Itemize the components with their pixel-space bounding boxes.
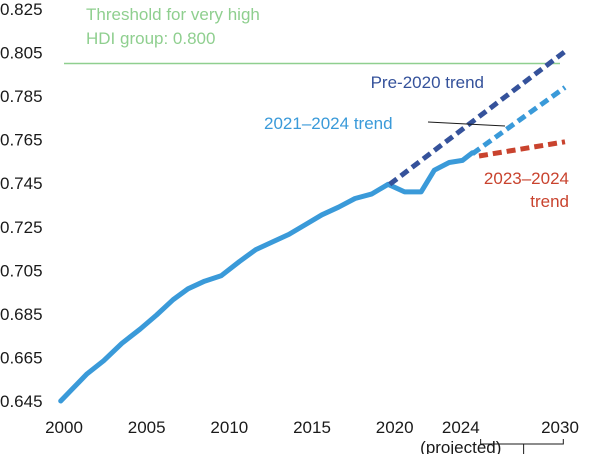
y-tick-label: 0.645 [0, 392, 43, 411]
2023-2024-trend-label-line-2: trend [530, 192, 569, 211]
y-tick-label: 0.725 [0, 218, 43, 237]
threshold-label-line-1: Threshold for very high [86, 5, 260, 24]
threshold-layer: Threshold for very high HDI group: 0.800 [64, 5, 560, 65]
2023-2024-trend-label-line-1: 2023–2024 [484, 169, 569, 188]
2021-2024-trend-label: 2021–2024 trend [264, 114, 393, 133]
2021-2024-trend-leader-line [427, 121, 506, 127]
x-tick-label: 2024 [442, 418, 480, 437]
y-tick-label: 0.765 [0, 131, 43, 150]
y-tick-label: 0.705 [0, 261, 43, 280]
x-tick-label: 2030 [541, 418, 579, 437]
x-tick-label: 2005 [128, 418, 166, 437]
series-layer [58, 49, 567, 404]
y-tick-label: 0.805 [0, 44, 43, 63]
y-tick-label: 0.745 [0, 174, 43, 193]
y-axis: 0.645 0.665 0.685 0.705 0.725 0.745 0.765 0.785… [0, 0, 43, 411]
annotation-layer: Pre-2020 trend 2021–2024 trend 2023–2024… [264, 73, 569, 211]
x-tick-label: 2020 [376, 418, 414, 437]
y-tick-label: 0.825 [0, 0, 43, 19]
y-tick-label: 0.665 [0, 348, 43, 367]
x-tick-label: 2010 [210, 418, 248, 437]
trend-line-1 [388, 49, 567, 187]
y-tick-label: 0.785 [0, 87, 43, 106]
x-tick-label: 2015 [293, 418, 331, 437]
threshold-label-line-2: HDI group: 0.800 [86, 29, 215, 48]
trend-line-2 [470, 85, 567, 156]
trend-line-3 [478, 139, 566, 159]
x-axis: 2000 2005 2010 2015 2020 2024(projected) 2030 [45, 418, 579, 454]
hdi-series-line [58, 150, 475, 404]
y-tick-label: 0.685 [0, 305, 43, 324]
pre-2020-trend-label: Pre-2020 trend [371, 73, 484, 92]
projection-bracket [480, 439, 564, 454]
x-tick-label: 2000 [45, 418, 83, 437]
x-tick-sublabel: (projected) [420, 438, 501, 454]
